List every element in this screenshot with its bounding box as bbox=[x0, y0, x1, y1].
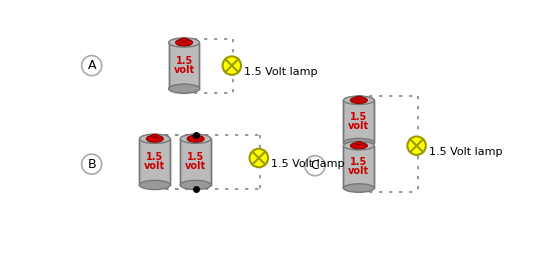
Ellipse shape bbox=[343, 96, 375, 104]
Text: A: A bbox=[87, 59, 96, 72]
Circle shape bbox=[305, 156, 325, 176]
Text: C: C bbox=[311, 159, 320, 172]
Ellipse shape bbox=[169, 84, 200, 93]
Text: 1.5: 1.5 bbox=[350, 112, 367, 122]
Ellipse shape bbox=[350, 97, 367, 103]
Ellipse shape bbox=[175, 39, 192, 46]
Circle shape bbox=[81, 56, 102, 76]
Text: volt: volt bbox=[144, 162, 166, 172]
Text: volt: volt bbox=[348, 121, 370, 131]
Ellipse shape bbox=[355, 96, 362, 99]
Ellipse shape bbox=[181, 38, 188, 42]
Circle shape bbox=[223, 56, 241, 75]
Text: 1.5: 1.5 bbox=[187, 152, 204, 162]
Circle shape bbox=[408, 136, 426, 155]
Ellipse shape bbox=[355, 142, 362, 145]
Text: 1.5: 1.5 bbox=[146, 152, 163, 162]
Bar bbox=[343, 146, 375, 188]
Text: 1.5 Volt lamp: 1.5 Volt lamp bbox=[271, 159, 345, 169]
Ellipse shape bbox=[180, 134, 211, 143]
Ellipse shape bbox=[343, 138, 375, 147]
Ellipse shape bbox=[187, 135, 204, 142]
Bar bbox=[180, 139, 211, 185]
Text: 1.5 Volt lamp: 1.5 Volt lamp bbox=[429, 147, 503, 157]
Ellipse shape bbox=[139, 134, 170, 143]
Ellipse shape bbox=[180, 180, 211, 190]
Circle shape bbox=[250, 149, 268, 167]
Text: volt: volt bbox=[185, 162, 206, 172]
Ellipse shape bbox=[192, 134, 199, 138]
Ellipse shape bbox=[343, 141, 375, 150]
Ellipse shape bbox=[169, 38, 200, 47]
Bar bbox=[169, 43, 200, 89]
Bar bbox=[140, 139, 170, 185]
Text: 1.5: 1.5 bbox=[350, 157, 367, 167]
Ellipse shape bbox=[139, 180, 170, 190]
Ellipse shape bbox=[146, 135, 163, 142]
Ellipse shape bbox=[350, 142, 367, 149]
Ellipse shape bbox=[343, 184, 375, 192]
Bar bbox=[343, 100, 375, 143]
Circle shape bbox=[81, 154, 102, 174]
Ellipse shape bbox=[151, 134, 158, 138]
Text: 1.5: 1.5 bbox=[175, 56, 192, 66]
Text: volt: volt bbox=[348, 166, 370, 176]
Text: 1.5 Volt lamp: 1.5 Volt lamp bbox=[244, 67, 318, 77]
Text: volt: volt bbox=[173, 65, 195, 75]
Text: B: B bbox=[87, 158, 96, 171]
